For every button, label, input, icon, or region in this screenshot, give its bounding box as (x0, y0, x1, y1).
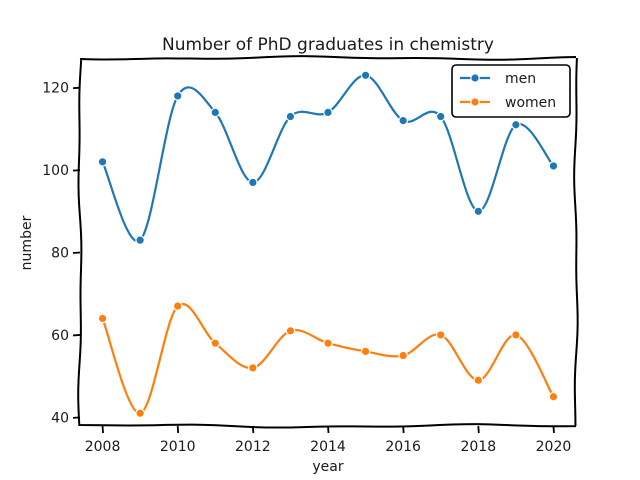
series-women (97, 301, 559, 419)
x-tick-label: 2012 (235, 439, 271, 455)
data-point-women (323, 338, 333, 348)
data-point-men (473, 206, 484, 217)
data-point-men (548, 161, 559, 171)
data-point-men (323, 107, 333, 118)
y-tick (72, 416, 81, 419)
x-tick-label: 2014 (310, 439, 346, 455)
x-axis-label: year (312, 459, 343, 475)
data-point-women (435, 330, 446, 340)
x-tick-label: 2010 (160, 439, 196, 455)
y-axis-label: number (19, 215, 35, 270)
series-men (97, 70, 559, 245)
x-tick (101, 425, 104, 434)
y-tick-label: 100 (42, 163, 69, 179)
data-point-men (97, 157, 108, 167)
y-tick-label: 120 (42, 81, 69, 97)
y-tick (72, 169, 81, 172)
series-line-women (101, 302, 555, 415)
x-tick-label: 2018 (460, 439, 496, 455)
data-point-women (135, 408, 145, 419)
x-tick (176, 425, 180, 434)
x-tick-label: 2020 (536, 439, 572, 455)
y-tick-label: 60 (51, 328, 69, 344)
data-point-men (435, 111, 446, 122)
data-point-women (548, 391, 559, 402)
data-point-men (172, 91, 183, 101)
legend: men women (451, 64, 571, 118)
axes: 2008 2010 2012 2014 2016 2018 2020 40 60 80 100 120 (42, 81, 571, 455)
x-tick (251, 425, 255, 434)
legend-label-women: women (505, 95, 556, 111)
data-point-men (511, 119, 521, 130)
x-tick (327, 425, 330, 434)
legend-marker-women (470, 97, 480, 107)
x-tick (552, 425, 555, 434)
plot-frame (77, 55, 579, 429)
legend-label-men: men (505, 71, 536, 87)
y-tick (72, 251, 81, 254)
data-point-women (511, 330, 521, 340)
x-tick (477, 425, 480, 434)
data-point-men (210, 107, 221, 118)
x-tick (402, 425, 405, 434)
y-tick (72, 86, 81, 90)
y-tick (72, 334, 81, 337)
x-tick-label: 2008 (85, 439, 121, 455)
data-point-women (285, 326, 296, 336)
data-point-men (285, 111, 296, 122)
x-tick-label: 2016 (385, 439, 421, 455)
data-point-men (398, 115, 408, 126)
y-tick-label: 40 (51, 410, 69, 426)
y-tick-label: 80 (51, 246, 69, 262)
data-point-women (172, 301, 183, 311)
data-point-women (248, 363, 258, 373)
data-point-men (135, 235, 145, 245)
data-point-women (398, 350, 408, 361)
data-point-women (210, 338, 221, 348)
series-layer (97, 70, 559, 419)
chart-title: Number of PhD graduates in chemistry (162, 35, 494, 55)
data-point-women (473, 375, 484, 386)
data-point-men (360, 70, 371, 81)
data-point-men (248, 177, 258, 188)
legend-marker-men (470, 73, 480, 83)
data-point-women (97, 313, 108, 324)
data-point-women (360, 346, 371, 357)
